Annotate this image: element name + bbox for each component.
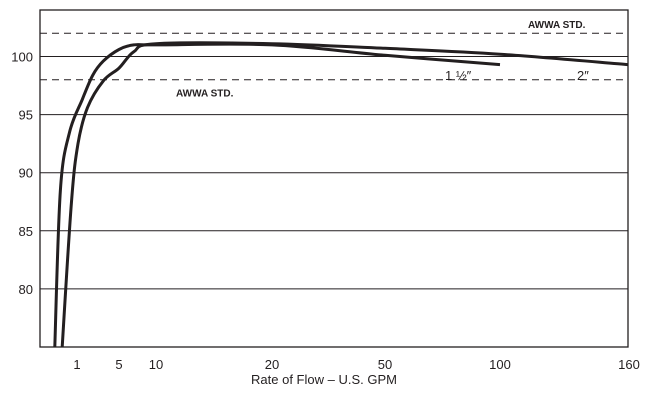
- x-tick-label-5: 5: [115, 357, 122, 372]
- y-tick-label-95: 95: [19, 108, 33, 123]
- y-tick-label-80: 80: [19, 282, 33, 297]
- series: [53, 41, 629, 348]
- plot-area-frame: [39, 9, 629, 348]
- x-tick-labels: 1 5 10 20 50 100 160: [73, 357, 639, 372]
- x-tick-label-100: 100: [489, 357, 511, 372]
- x-tick-label-50: 50: [378, 357, 392, 372]
- x-tick-label-10: 10: [149, 357, 163, 372]
- reference-label-102: AWWA STD.: [528, 20, 586, 31]
- series-label-1: 1 ½″: [445, 68, 472, 83]
- reference-label-98: AWWA STD.: [176, 89, 234, 100]
- y-tick-label-85: 85: [19, 224, 33, 239]
- series-line-2: [60, 41, 629, 348]
- series-line-1: [53, 42, 501, 348]
- x-tick-label-160: 160: [618, 357, 640, 372]
- x-tick-label-1: 1: [73, 357, 80, 372]
- grid: [40, 55, 628, 290]
- x-tick-label-20: 20: [265, 357, 279, 372]
- series-label-2: 2″: [577, 68, 589, 83]
- y-tick-label-90: 90: [19, 166, 33, 181]
- y-tick-label-100: 100: [11, 49, 33, 64]
- reference-lines: [40, 32, 628, 81]
- y-tick-labels: 80 85 90 95 100: [11, 49, 33, 296]
- x-axis-title: Rate of Flow – U.S. GPM: [251, 372, 397, 387]
- annotations: AWWA STD. AWWA STD. 1 ½″ 2″: [176, 20, 589, 99]
